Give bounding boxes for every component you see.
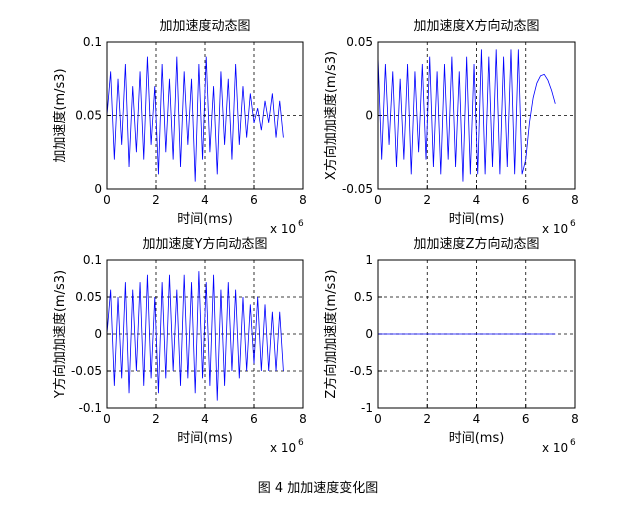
x-tick-label: 4	[473, 412, 481, 426]
y-tick-label: 0.05	[75, 290, 102, 304]
x-tick-label: 2	[152, 412, 160, 426]
y-tick-label: 0	[94, 327, 102, 341]
y-tick-label: 0.1	[83, 253, 102, 267]
x-tick-label: 8	[571, 412, 579, 426]
x-scale-exponent: 6	[298, 219, 304, 229]
y-axis-label: Y方向加加速度(m/s3)	[52, 270, 68, 399]
x-scale-label: x 10	[542, 441, 568, 455]
y-tick-label: 0.05	[346, 35, 373, 49]
chart-title: 加加速度Z方向动态图	[414, 236, 540, 252]
y-tick-label: 0.05	[75, 109, 102, 123]
x-tick-label: 2	[423, 193, 431, 207]
y-tick-label: -1	[361, 401, 373, 415]
chart-title: 加加速度Y方向动态图	[143, 236, 268, 252]
x-tick-label: 0	[103, 412, 111, 426]
x-axis-label: 时间(ms)	[449, 212, 505, 227]
y-tick-label: 0.5	[354, 290, 373, 304]
axes-box	[106, 41, 304, 190]
x-tick-label: 0	[103, 193, 111, 207]
x-tick-label: 6	[250, 193, 258, 207]
x-axis-label: 时间(ms)	[177, 431, 233, 446]
x-tick-label: 8	[571, 193, 579, 207]
y-axis-label: Z方向加加速度(m/s3)	[323, 269, 339, 398]
x-tick-label: 8	[299, 193, 307, 207]
axes-box	[106, 259, 304, 409]
chart-title: 加加速度动态图	[159, 18, 250, 34]
x-scale-exponent: 6	[570, 438, 576, 448]
x-tick-label: 8	[299, 412, 307, 426]
y-tick-label: 0	[365, 327, 373, 341]
y-axis-label: X方向加加速度(m/s3)	[323, 51, 339, 180]
chart-title: 加加速度X方向动态图	[414, 18, 540, 34]
data-line	[106, 271, 284, 401]
x-scale-label: x 10	[270, 222, 296, 236]
x-tick-label: 0	[374, 193, 382, 207]
x-tick-label: 2	[423, 412, 431, 426]
x-tick-label: 0	[374, 412, 382, 426]
y-tick-label: -0.1	[79, 401, 102, 415]
x-tick-label: 2	[152, 193, 160, 207]
y-tick-label: 0.1	[83, 35, 102, 49]
y-tick-label: 0	[94, 182, 102, 196]
x-scale-label: x 10	[270, 441, 296, 455]
axes-box	[377, 41, 576, 190]
axes-box	[377, 259, 576, 409]
x-axis-label: 时间(ms)	[177, 212, 233, 227]
x-scale-exponent: 6	[570, 219, 576, 229]
data-line	[377, 49, 556, 182]
data-line	[106, 56, 284, 182]
caption: 图 4 加加速度变化图	[258, 480, 379, 496]
x-axis-label: 时间(ms)	[449, 431, 505, 446]
x-tick-label: 4	[473, 193, 481, 207]
x-tick-label: 6	[522, 412, 530, 426]
x-tick-label: 6	[522, 193, 530, 207]
y-tick-label: -0.05	[71, 364, 102, 378]
x-tick-label: 4	[201, 193, 209, 207]
x-scale-exponent: 6	[298, 438, 304, 448]
x-tick-label: 6	[250, 412, 258, 426]
x-scale-label: x 10	[542, 222, 568, 236]
y-tick-label: 1	[365, 253, 373, 267]
y-axis-label: 加加速度(m/s3)	[52, 68, 68, 162]
y-tick-label: 0	[365, 109, 373, 123]
y-tick-label: -0.05	[342, 182, 373, 196]
x-tick-label: 4	[201, 412, 209, 426]
y-tick-label: -0.5	[350, 364, 373, 378]
